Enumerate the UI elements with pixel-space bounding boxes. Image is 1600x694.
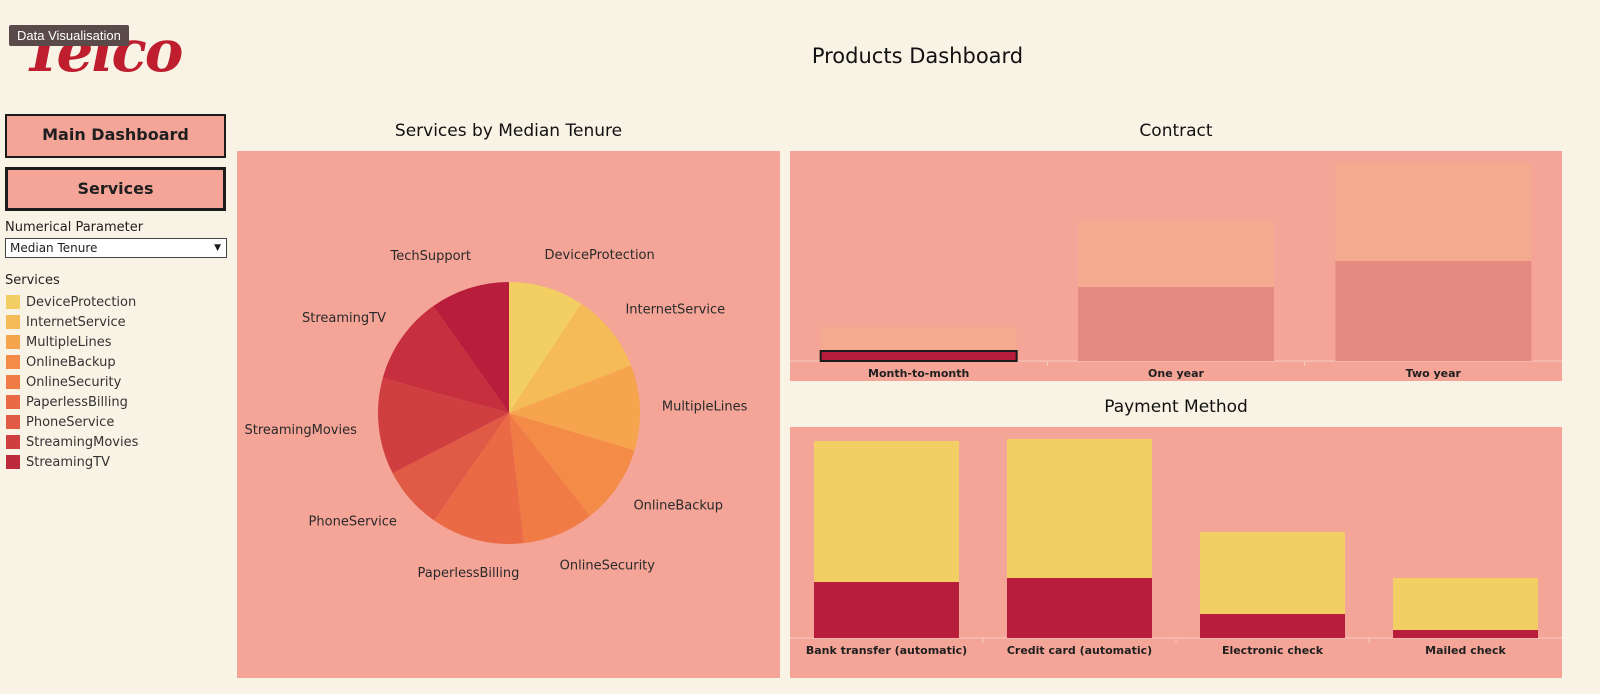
- pie-chart: DeviceProtection InternetService MultipleL…: [244, 248, 748, 581]
- legend-item-phoneservice[interactable]: PhoneService: [6, 412, 138, 432]
- legend-label: InternetService: [26, 314, 126, 330]
- pie-label-techsupport: TechSupport: [389, 249, 471, 264]
- tick-label-mailed-check: Mailed check: [1425, 644, 1506, 657]
- pie-slice-onlinesecurity[interactable]: [509, 413, 590, 544]
- legend-item-paperlessbilling[interactable]: PaperlessBilling: [6, 392, 138, 412]
- legend-swatch: [6, 415, 20, 429]
- bar-electronic-check-segment-1[interactable]: [1200, 532, 1345, 614]
- pie-label-deviceprotection: DeviceProtection: [545, 248, 655, 263]
- pie-label-paperlessbilling: PaperlessBilling: [418, 566, 520, 581]
- contract-chart-title: Contract: [1139, 121, 1213, 141]
- pie-slice-paperlessbilling[interactable]: [434, 413, 524, 544]
- logo-tooltip: Data Visualisation: [9, 25, 129, 46]
- tick-label-credit-card-automatic: Credit card (automatic): [1007, 644, 1152, 657]
- bar-mailed-check-segment-1[interactable]: [1393, 578, 1538, 630]
- pie-slice-phoneservice[interactable]: [392, 413, 509, 521]
- payment-chart-panel: Bank transfer (automatic) Credit card (au…: [790, 427, 1562, 678]
- pie-slice-onlinebackup[interactable]: [509, 413, 635, 517]
- legend-swatch: [6, 355, 20, 369]
- tick-label-month-to-month: Month-to-month: [868, 367, 969, 380]
- bar-one-year-segment-0[interactable]: [1078, 287, 1274, 361]
- legend-item-streamingmovies[interactable]: StreamingMovies: [6, 432, 138, 452]
- bar-credit-card-automatic-segment-0[interactable]: [1007, 578, 1152, 638]
- legend-item-onlinebackup[interactable]: OnlineBackup: [6, 352, 138, 372]
- legend-label: StreamingMovies: [26, 434, 139, 450]
- pie-label-onlinesecurity: OnlineSecurity: [560, 559, 656, 574]
- pie-slice-multiplelines[interactable]: [509, 365, 640, 451]
- legend-swatch: [6, 335, 20, 349]
- contract-chart: Month-to-month One year Two year: [790, 163, 1562, 380]
- tick-label-bank-transfer-automatic: Bank transfer (automatic): [806, 644, 967, 657]
- pie-slice-streamingmovies[interactable]: [378, 378, 509, 474]
- legend-title: Services: [5, 273, 60, 288]
- bar-bank-transfer-automatic-segment-1[interactable]: [814, 441, 959, 582]
- legend-item-internetservice[interactable]: InternetService: [6, 312, 138, 332]
- legend-swatch: [6, 435, 20, 449]
- legend-item-deviceprotection[interactable]: DeviceProtection: [6, 292, 138, 312]
- legend-label: StreamingTV: [26, 454, 110, 470]
- bar-month-to-month-segment-1[interactable]: [820, 327, 1017, 351]
- bar-credit-card-automatic-segment-1[interactable]: [1007, 439, 1152, 578]
- bar-mailed-check-segment-0[interactable]: [1393, 630, 1538, 638]
- main-dashboard-button[interactable]: Main Dashboard: [5, 114, 226, 158]
- legend-swatch: [6, 295, 20, 309]
- bar-electronic-check-segment-0[interactable]: [1200, 614, 1345, 638]
- pie-label-streamingtv: StreamingTV: [302, 311, 386, 326]
- pie-slice-techsupport[interactable]: [433, 282, 509, 413]
- chevron-down-icon: ▼: [214, 243, 221, 253]
- parameter-selected-value: Median Tenure: [10, 241, 98, 255]
- bar-bank-transfer-automatic-segment-0[interactable]: [814, 582, 959, 638]
- legend-item-multiplelines[interactable]: MultipleLines: [6, 332, 138, 352]
- legend-label: PhoneService: [26, 414, 115, 430]
- pie-label-streamingmovies: StreamingMovies: [244, 423, 357, 438]
- legend-swatch: [6, 455, 20, 469]
- legend-label: OnlineBackup: [26, 354, 116, 370]
- bar-one-year-segment-1[interactable]: [1078, 221, 1274, 287]
- tick-label-one-year: One year: [1148, 367, 1205, 380]
- services-button[interactable]: Services: [5, 167, 226, 211]
- payment-chart: Bank transfer (automatic) Credit card (au…: [790, 439, 1562, 657]
- bar-month-to-month-highlight[interactable]: [819, 350, 1018, 362]
- legend-label: DeviceProtection: [26, 294, 137, 310]
- legend-label: PaperlessBilling: [26, 394, 128, 410]
- contract-chart-panel: Month-to-month One year Two year: [790, 151, 1562, 381]
- bar-two-year-segment-0[interactable]: [1335, 261, 1532, 361]
- pie-slice-deviceprotection[interactable]: [509, 282, 582, 413]
- page-title: Products Dashboard: [811, 44, 1024, 68]
- pie-label-phoneservice: PhoneService: [309, 515, 397, 530]
- pie-chart-panel: DeviceProtection InternetService MultipleL…: [237, 151, 780, 678]
- tick-label-two-year: Two year: [1406, 367, 1462, 380]
- pie-label-multiplelines: MultipleLines: [662, 399, 748, 414]
- legend-swatch: [6, 395, 20, 409]
- legend-label: OnlineSecurity: [26, 374, 122, 390]
- legend-item-onlinesecurity[interactable]: OnlineSecurity: [6, 372, 138, 392]
- parameter-select[interactable]: Median Tenure ▼: [5, 238, 227, 258]
- legend-swatch: [6, 375, 20, 389]
- pie-label-onlinebackup: OnlineBackup: [633, 499, 723, 514]
- pie-slice-streamingtv[interactable]: [382, 306, 509, 413]
- bar-two-year-segment-1[interactable]: [1335, 163, 1532, 261]
- tick-label-electronic-check: Electronic check: [1222, 644, 1324, 657]
- parameter-label: Numerical Parameter: [5, 220, 144, 235]
- legend-label: MultipleLines: [26, 334, 112, 350]
- legend-item-streamingtv[interactable]: StreamingTV: [6, 452, 138, 472]
- payment-chart-title: Payment Method: [1104, 397, 1248, 417]
- services-legend: DeviceProtection InternetService MultipleL…: [6, 292, 138, 472]
- pie-chart-title: Services by Median Tenure: [394, 121, 623, 141]
- pie-slice-internetservice[interactable]: [509, 303, 632, 413]
- pie-label-internetservice: InternetService: [625, 302, 725, 317]
- legend-swatch: [6, 315, 20, 329]
